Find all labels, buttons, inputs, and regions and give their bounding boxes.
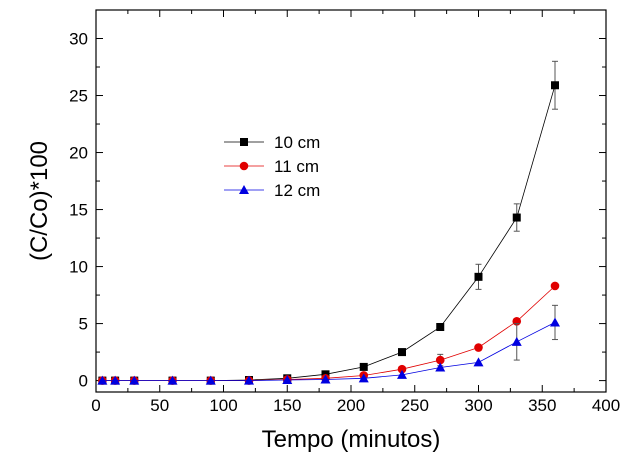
data-point [167,375,178,385]
data-point [474,343,483,352]
series-line [102,85,556,382]
data-point [512,213,521,222]
data-point [282,375,293,385]
data-point [397,369,407,379]
plot-frame [95,9,607,393]
data-point [358,373,369,383]
data-point [550,317,560,327]
x-tick-label: 400 [592,396,620,415]
series-1 [98,60,559,385]
data-point [435,355,445,365]
axis-ticks [95,10,607,392]
series-2 [98,281,560,385]
y-tick-label: 10 [69,258,88,277]
data-point [473,357,484,367]
y-tick-label: 20 [69,144,88,163]
legend-marker [239,185,249,194]
x-tick-label: 50 [150,396,169,415]
x-tick-label: 150 [273,396,301,415]
x-tick-label: 250 [401,396,429,415]
series-line [102,285,556,382]
legend-label: 12 cm [274,181,320,200]
legend-marker [239,161,249,171]
legend-label: 10 cm [274,133,320,152]
x-tick-label: 200 [337,396,365,415]
data-point [474,272,483,281]
series-line [102,322,556,382]
tick-labels: 0 50 100 150 200 250 300 350 400 0 5 10 15 20 25 30 [69,30,620,415]
data-point [129,375,140,385]
legend-item-3: 12 cm [224,181,320,200]
x-tick-label: 100 [209,396,237,415]
data-point [205,375,216,385]
legend-label: 11 cm [274,157,319,176]
y-tick-label: 5 [79,315,88,334]
data-point [110,375,121,385]
data-point [435,362,446,372]
y-tick-label: 15 [69,201,88,220]
x-tick-label: 350 [528,396,556,415]
data-point [511,336,522,346]
data-point [398,348,406,357]
data-point [97,375,108,385]
series-layer [97,60,560,385]
legend: 10 cm 11 cm 12 cm [224,133,320,200]
y-tick-label: 25 [69,87,88,106]
legend-item-2: 11 cm [224,157,319,176]
data-point [397,364,407,374]
data-point [550,281,560,291]
data-point [436,323,445,332]
data-point [244,375,254,385]
y-axis-title: (C/Co)*100 [26,141,53,261]
x-axis-title: Tempo (minutos) [262,426,441,453]
series-3 [97,304,560,385]
legend-item-1: 10 cm [224,133,320,152]
data-point [551,81,559,90]
x-tick-label: 300 [464,396,492,415]
y-tick-label: 30 [69,30,88,49]
y-tick-label: 0 [79,372,88,391]
x-tick-label: 0 [91,396,100,415]
data-point [320,374,331,384]
data-point [359,362,368,371]
legend-marker [240,138,248,146]
